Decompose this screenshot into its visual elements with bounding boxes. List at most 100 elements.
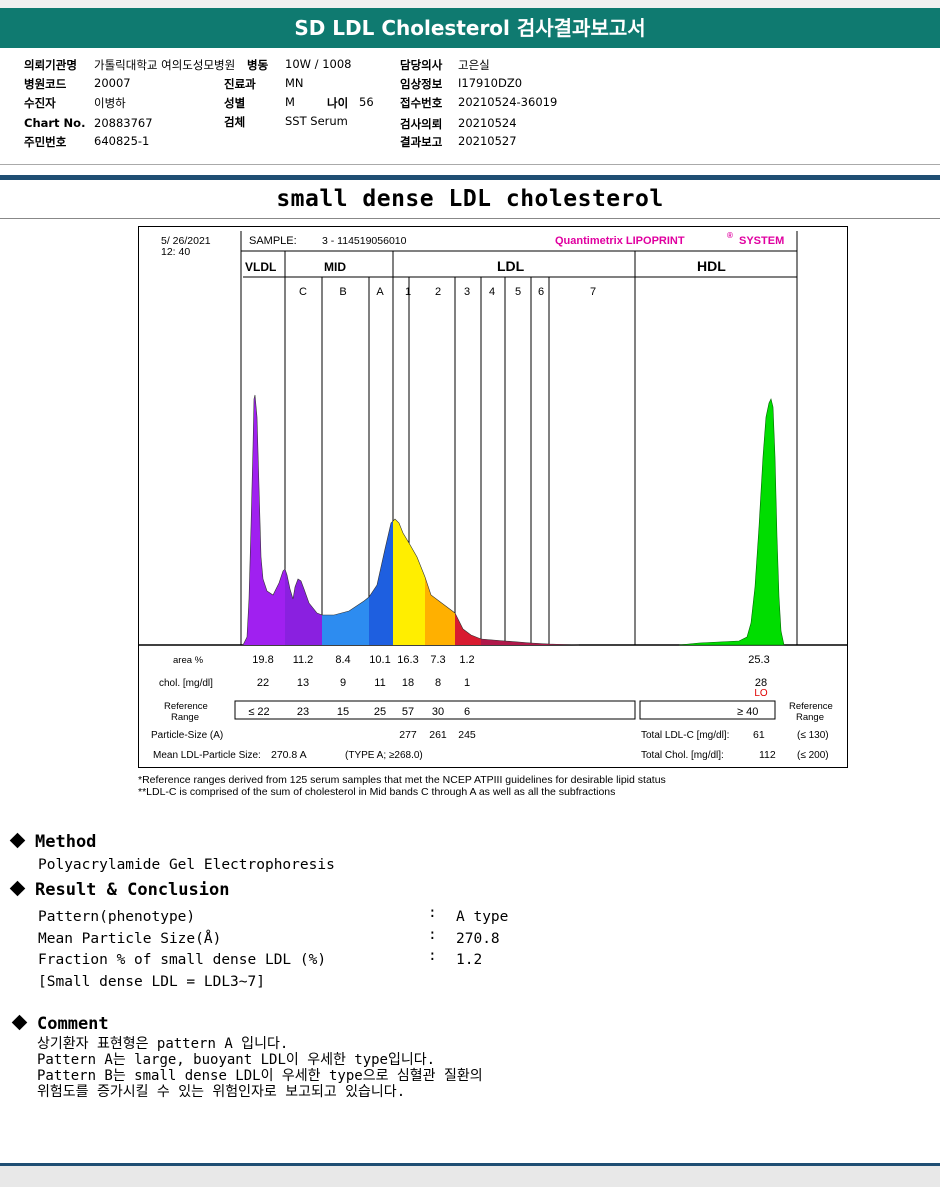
ref-range-box bbox=[234, 700, 636, 720]
result-note: [Small dense LDL = LDL3~7] bbox=[38, 974, 265, 990]
info-label: 검체 bbox=[224, 115, 246, 129]
comment-line: 상기환자 표현형은 pattern A 입니다. bbox=[37, 1036, 289, 1052]
info-label: 병동 bbox=[247, 58, 269, 72]
total-chol-ref: (≤ 200) bbox=[797, 750, 829, 761]
peak-segment bbox=[243, 395, 285, 645]
results-table: area % chol. [mg/dl] Reference Range Par… bbox=[151, 654, 833, 761]
footnote-2: **LDL-C is comprised of the sum of chole… bbox=[138, 786, 616, 798]
comment-heading-text: Comment bbox=[37, 1014, 109, 1034]
info-label: 담당의사 bbox=[400, 58, 443, 72]
lipoprint-chart: 5/ 26/2021 12: 40 SAMPLE: 3 - 1145190560… bbox=[138, 226, 848, 768]
result-label: Fraction % of small dense LDL (%) bbox=[38, 952, 327, 968]
info-label: 나이 bbox=[327, 96, 349, 110]
info-label: 병원코드 bbox=[24, 77, 67, 91]
hdl-area: 25.3 bbox=[748, 654, 769, 666]
bottom-strip bbox=[0, 1166, 940, 1187]
peak-segment bbox=[369, 521, 393, 645]
info-value: 20007 bbox=[94, 76, 131, 90]
peak-segment bbox=[481, 639, 579, 645]
band-labels: C B A 1 2 3 4 5 6 7 bbox=[299, 286, 596, 298]
info-value: 10W / 1008 bbox=[285, 57, 352, 71]
method-text: Polyacrylamide Gel Electrophoresis bbox=[38, 857, 335, 873]
result-value-size: 270.8 bbox=[456, 931, 500, 947]
row-label-mean: Mean LDL-Particle Size: bbox=[153, 750, 261, 761]
ref-value: 6 bbox=[464, 706, 470, 718]
result-sep: : bbox=[428, 905, 437, 921]
band-label: 7 bbox=[590, 286, 596, 298]
chol-value: 11 bbox=[374, 677, 385, 689]
method-heading-text: Method bbox=[35, 832, 97, 852]
mean-value: 270.8 A bbox=[271, 749, 307, 761]
info-label: 임상정보 bbox=[400, 77, 443, 91]
ref-right-2: Range bbox=[796, 712, 824, 723]
area-value: 16.3 bbox=[397, 654, 418, 666]
total-chol-label: Total Chol. [mg/dl]: bbox=[641, 750, 724, 761]
row-label-chol: chol. [mg/dl] bbox=[159, 678, 213, 689]
patient-info: 의뢰기관명 가톨릭대학교 여의도성모병원 병원코드 20007 수진자 이병하 … bbox=[0, 0, 940, 160]
band-label: 3 bbox=[464, 286, 470, 298]
info-value: I17910DZ0 bbox=[458, 76, 523, 90]
comment-line: Pattern B는 small dense LDL이 우세한 type으로 심… bbox=[37, 1068, 483, 1084]
method-heading: Method bbox=[9, 832, 97, 852]
particle-size-value: 277 bbox=[399, 729, 417, 741]
peak-segment bbox=[425, 577, 455, 645]
result-sep: : bbox=[428, 927, 437, 943]
top-strip bbox=[0, 0, 940, 8]
info-value: 20210527 bbox=[458, 134, 517, 148]
band-dividers bbox=[284, 251, 636, 645]
diamond-bullet-icon bbox=[9, 832, 26, 849]
info-row-org: 의뢰기관명 bbox=[24, 57, 77, 73]
total-ldl-label: Total LDL-C [mg/dl]: bbox=[641, 730, 729, 741]
chol-value: 1 bbox=[464, 677, 470, 689]
info-value: 고은실 bbox=[458, 58, 490, 72]
diamond-bullet-icon bbox=[9, 880, 26, 897]
total-ldl-ref: (≤ 130) bbox=[797, 730, 829, 741]
brand-system: SYSTEM bbox=[739, 235, 784, 247]
group-label-vldl: VLDL bbox=[245, 260, 276, 274]
total-chol-value: 112 bbox=[759, 749, 776, 761]
row-label-ref2: Range bbox=[171, 712, 199, 723]
hdl-ref: ≥ 40 bbox=[737, 706, 758, 718]
chol-value: 22 bbox=[257, 677, 269, 689]
band-label: A bbox=[376, 286, 384, 298]
result-heading-text: Result & Conclusion bbox=[35, 880, 230, 900]
chol-value: 13 bbox=[297, 677, 309, 689]
sample-id: 3 - 114519056010 bbox=[322, 235, 407, 247]
peak-outline bbox=[242, 394, 580, 646]
ref-value: 23 bbox=[297, 706, 309, 718]
chart-time: 12: 40 bbox=[161, 246, 190, 258]
particle-size-value: 261 bbox=[429, 729, 447, 741]
result-value-pattern: A type bbox=[456, 909, 509, 925]
comment-line: Pattern A는 large, buoyant LDL이 우세한 type입… bbox=[37, 1052, 436, 1068]
comment-body: 상기환자 표현형은 pattern A 입니다. Pattern A는 larg… bbox=[37, 1036, 483, 1100]
chol-value: 8 bbox=[435, 677, 441, 689]
info-value: 20210524-36019 bbox=[458, 95, 558, 109]
info-label: 접수번호 bbox=[400, 96, 443, 110]
result-sep: : bbox=[428, 948, 437, 964]
info-label: 검사의뢰 bbox=[400, 117, 443, 131]
comment-line: 위험도를 증가시킬 수 있는 위험인자로 보고되고 있습니다. bbox=[37, 1084, 406, 1100]
area-value: 11.2 bbox=[293, 654, 314, 666]
info-label: 결과보고 bbox=[400, 135, 443, 149]
info-label: 성별 bbox=[224, 96, 246, 110]
brand-name: Quantimetrix LIPOPRINT bbox=[555, 235, 685, 247]
peak-segment bbox=[322, 597, 369, 645]
comment-heading: Comment bbox=[11, 1014, 109, 1034]
result-label: Pattern(phenotype) bbox=[38, 909, 196, 925]
area-value: 7.3 bbox=[430, 654, 445, 666]
info-value: M bbox=[285, 95, 295, 109]
ref-value: 30 bbox=[432, 706, 444, 718]
info-value: SST Serum bbox=[285, 114, 348, 128]
row-label-particle: Particle-Size (A) bbox=[151, 730, 223, 741]
peak-segment bbox=[455, 613, 481, 645]
band-label: 2 bbox=[435, 286, 441, 298]
ref-value: 15 bbox=[337, 706, 349, 718]
chol-value: 18 bbox=[402, 677, 414, 689]
area-value: 1.2 bbox=[459, 654, 474, 666]
area-value: 8.4 bbox=[335, 654, 350, 666]
row-label-ref1: Reference bbox=[164, 701, 208, 712]
ref-value: 25 bbox=[374, 706, 386, 718]
divider-blue bbox=[0, 1163, 940, 1167]
info-label: Chart No. bbox=[24, 116, 86, 130]
hdl-flag: LO bbox=[754, 688, 768, 699]
